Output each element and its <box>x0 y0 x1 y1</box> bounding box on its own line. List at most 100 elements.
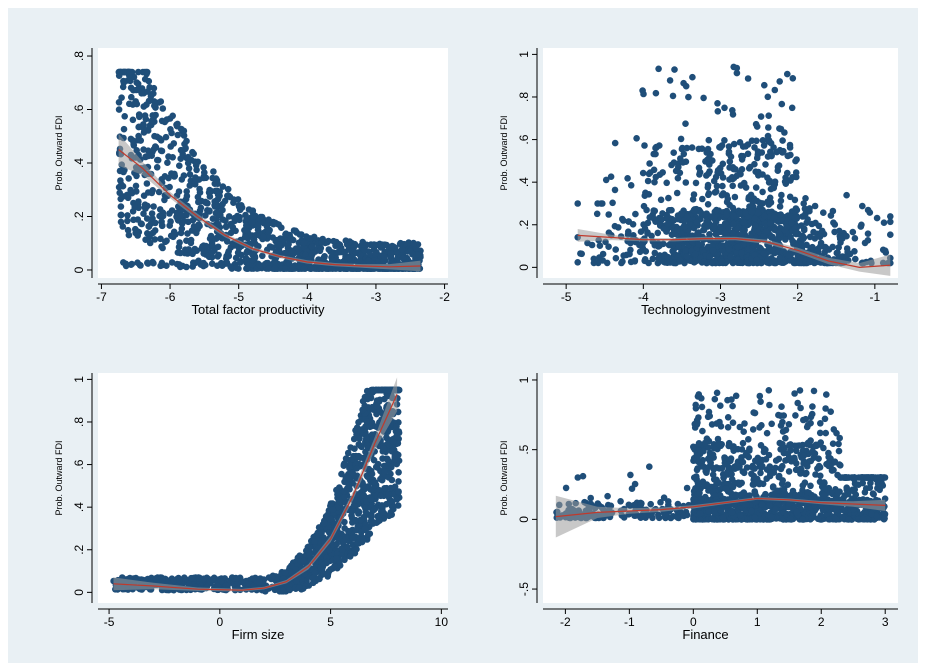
scatter-point <box>729 402 736 410</box>
scatter-point <box>775 162 783 169</box>
scatter-point <box>728 174 736 181</box>
scatter-point <box>325 246 333 253</box>
scatter-point <box>202 212 209 219</box>
scatter-point <box>208 576 216 583</box>
scatter-point <box>675 243 682 251</box>
scatter-point <box>857 223 865 230</box>
scatter-point <box>821 415 829 423</box>
scatter-point <box>721 454 728 461</box>
scatter-point <box>843 232 850 240</box>
scatter-point <box>607 173 615 180</box>
scatter-point <box>759 188 766 196</box>
x-tick-label: -4 <box>638 290 649 304</box>
scatter-point <box>786 144 794 151</box>
scatter-point <box>308 243 316 250</box>
scatter-point <box>306 551 313 559</box>
scatter-point <box>792 169 800 176</box>
scatter-point <box>626 250 633 258</box>
scatter-point <box>706 161 713 168</box>
scatter-point <box>666 207 674 214</box>
scatter-point <box>656 242 663 249</box>
scatter-point <box>769 483 777 490</box>
scatter-point <box>381 468 388 475</box>
scatter-point <box>753 256 760 263</box>
scatter-point <box>265 265 272 272</box>
x-tick-label: -4 <box>302 290 313 304</box>
scatter-point <box>311 569 319 577</box>
scatter-point <box>352 516 359 524</box>
scatter-point <box>338 470 345 478</box>
scatter-point <box>150 203 157 210</box>
scatter-point <box>349 508 356 515</box>
scatter-point <box>808 410 816 418</box>
scatter-point <box>723 211 730 219</box>
x-axis-title: Total factor productivity <box>192 302 325 317</box>
scatter-point <box>197 204 205 212</box>
scatter-point <box>388 242 396 250</box>
scatter-point <box>369 520 377 527</box>
scatter-point <box>292 566 300 573</box>
scatter-point <box>189 263 196 270</box>
scatter-point <box>249 251 256 258</box>
scatter-point <box>650 207 657 214</box>
scatter-point <box>149 187 156 194</box>
scatter-point <box>362 484 370 492</box>
scatter-point <box>370 506 378 514</box>
scatter-point <box>776 78 783 85</box>
scatter-point <box>652 173 660 181</box>
scatter-point <box>718 258 726 265</box>
scatter-point <box>130 216 137 224</box>
scatter-point <box>360 514 368 521</box>
scatter-point <box>736 479 743 487</box>
scatter-point <box>214 195 222 203</box>
scatter-point <box>699 427 706 435</box>
scatter-point <box>658 216 665 223</box>
scatter-point <box>129 116 137 124</box>
scatter-point <box>316 247 324 255</box>
scatter-point <box>320 570 328 577</box>
scatter-point <box>775 230 783 237</box>
scatter-point <box>703 172 710 179</box>
scatter-point <box>142 68 150 76</box>
scatter-point <box>738 249 745 256</box>
scatter-point <box>370 241 378 248</box>
scatter-point <box>325 568 333 575</box>
scatter-point <box>330 237 337 245</box>
scatter-point <box>705 191 712 199</box>
scatter-point <box>259 252 266 260</box>
scatter-point <box>195 575 203 582</box>
scatter-point <box>133 79 140 86</box>
scatter-point <box>578 250 585 258</box>
scatter-point <box>765 244 773 251</box>
scatter-point <box>663 179 670 187</box>
scatter-point <box>721 230 728 237</box>
scatter-point <box>796 387 804 394</box>
scatter-point <box>829 440 837 447</box>
scatter-point <box>126 68 133 76</box>
scatter-point <box>377 241 385 249</box>
scatter-point <box>791 214 799 222</box>
scatter-point <box>734 445 742 453</box>
scatter-point <box>349 469 357 477</box>
scatter-point <box>265 216 272 223</box>
scatter-point <box>233 264 240 272</box>
scatter-point <box>797 404 804 412</box>
scatter-point <box>389 438 397 445</box>
scatter-point <box>714 100 721 107</box>
scatter-point <box>639 169 647 177</box>
scatter-point <box>176 263 184 271</box>
scatter-point <box>319 235 327 243</box>
scatter-points <box>574 63 894 267</box>
x-tick-label: -5 <box>233 290 244 304</box>
scatter-point <box>143 180 151 187</box>
scatter-point <box>209 215 217 222</box>
scatter-point <box>765 179 773 186</box>
fitted-line <box>113 394 398 591</box>
scatter-point <box>344 456 351 463</box>
scatter-point <box>128 93 135 101</box>
scatter-point <box>363 241 371 249</box>
scatter-point <box>646 169 654 176</box>
scatter-point <box>120 125 128 133</box>
scatter-point <box>612 246 619 253</box>
scatter-point <box>837 462 844 469</box>
